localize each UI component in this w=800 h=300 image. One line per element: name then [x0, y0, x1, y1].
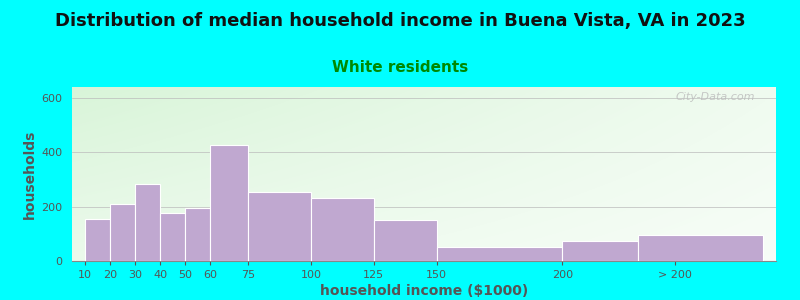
- Bar: [437, 248, 562, 261]
- Bar: [85, 219, 110, 261]
- Bar: [185, 208, 210, 261]
- Y-axis label: households: households: [23, 129, 37, 219]
- Bar: [638, 235, 763, 261]
- Bar: [210, 146, 248, 261]
- Bar: [248, 192, 311, 261]
- Bar: [311, 199, 374, 261]
- Text: City-Data.com: City-Data.com: [675, 92, 755, 102]
- Bar: [135, 184, 160, 261]
- Bar: [374, 220, 437, 261]
- Text: Distribution of median household income in Buena Vista, VA in 2023: Distribution of median household income …: [54, 12, 746, 30]
- X-axis label: household income ($1000): household income ($1000): [320, 284, 528, 298]
- Bar: [160, 213, 185, 261]
- Bar: [562, 241, 638, 261]
- Bar: [110, 204, 135, 261]
- Text: White residents: White residents: [332, 60, 468, 75]
